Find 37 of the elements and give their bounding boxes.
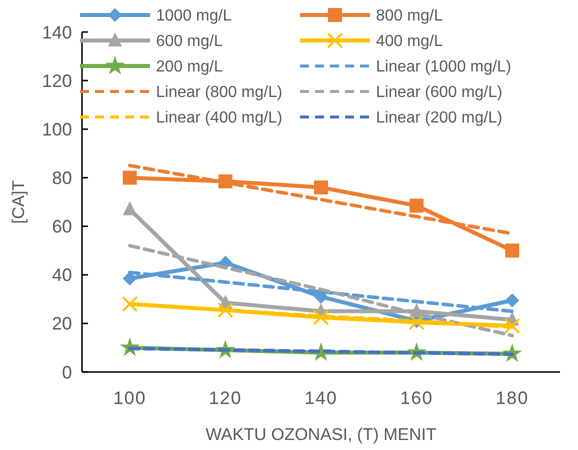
point	[314, 180, 328, 194]
legend-label: 400 mg/L	[376, 33, 443, 50]
legend-label: 200 mg/L	[156, 58, 223, 76]
point	[122, 201, 137, 216]
point	[504, 318, 520, 334]
point	[505, 293, 520, 308]
point	[122, 272, 137, 286]
y-tick-label: 80	[52, 168, 72, 188]
y-tick-label: 100	[42, 119, 72, 140]
legend-label: Linear (800 mg/L)	[156, 84, 282, 102]
legend-label: 1000 mg/L	[156, 8, 232, 25]
y-tick-label: 140	[42, 22, 72, 42]
y-tick-label: 60	[52, 216, 72, 237]
point	[410, 198, 424, 213]
x-tick-label: 120	[208, 388, 242, 408]
x-tick-label: 160	[400, 388, 434, 408]
x-tick-label: 100	[113, 388, 146, 408]
y-axis-title: [CA]T	[9, 180, 28, 224]
point	[122, 170, 137, 185]
point	[217, 302, 234, 318]
y-tick-label: 40	[52, 265, 72, 286]
y-tick-label: 120	[42, 70, 72, 91]
y-tick-label: 20	[52, 314, 72, 334]
legend-label: Linear (600 mg/L)	[376, 84, 502, 102]
y-tick-label: 0	[62, 362, 72, 382]
legend-label: 600 mg/L	[156, 33, 223, 50]
x-axis-title: WAKTU OZONASI, (T) MENIT	[206, 425, 436, 444]
legend-label: Linear (200 mg/L)	[376, 110, 502, 127]
x-tick-label: 180	[496, 388, 529, 408]
point	[313, 309, 329, 326]
point	[122, 296, 138, 312]
x-tick-label: 140	[304, 388, 338, 408]
point	[505, 244, 520, 258]
legend-label: Linear (1000 mg/L)	[376, 58, 512, 76]
legend-label: Linear (400 mg/L)	[156, 110, 282, 127]
point	[314, 290, 328, 304]
legend-label: 800 mg/L	[376, 8, 443, 25]
